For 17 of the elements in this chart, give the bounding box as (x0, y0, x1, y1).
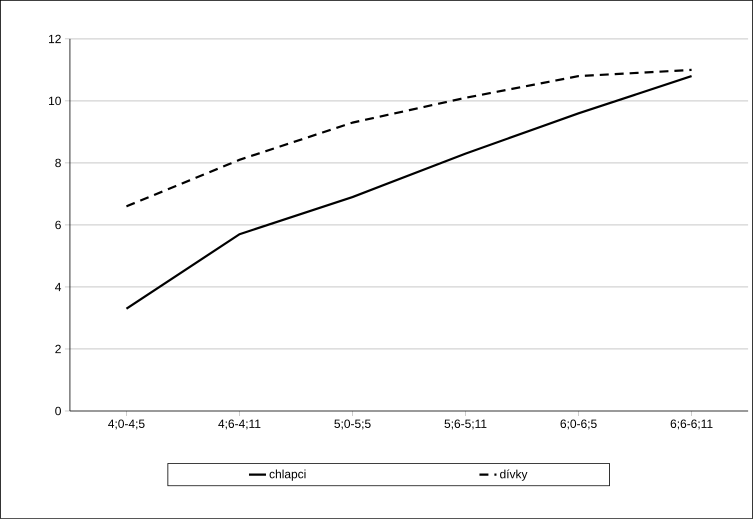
y-tick-label: 0 (55, 406, 61, 416)
line-series (125, 68, 693, 208)
x-tick-label: 6;6-6;11 (670, 420, 712, 430)
y-tick-label: 2 (55, 344, 61, 354)
x-tick-label: 4;6-4;11 (218, 420, 260, 430)
legend-label: dívky (500, 470, 528, 481)
legend-label: chlapci (270, 470, 306, 481)
x-tick-label: 5;0-5;5 (334, 420, 371, 430)
y-tick-label: 10 (49, 96, 61, 106)
y-tick-label: 12 (49, 34, 61, 44)
x-tick-label: 6;0-6;5 (560, 420, 597, 430)
x-tick-label: 5;6-5;11 (444, 420, 486, 430)
y-tick-label: 4 (55, 282, 62, 292)
y-tick-label: 6 (55, 220, 61, 230)
line-series (125, 75, 693, 310)
x-tick-label: 4;0-4;5 (108, 420, 145, 430)
y-tick-label: 8 (55, 158, 61, 168)
